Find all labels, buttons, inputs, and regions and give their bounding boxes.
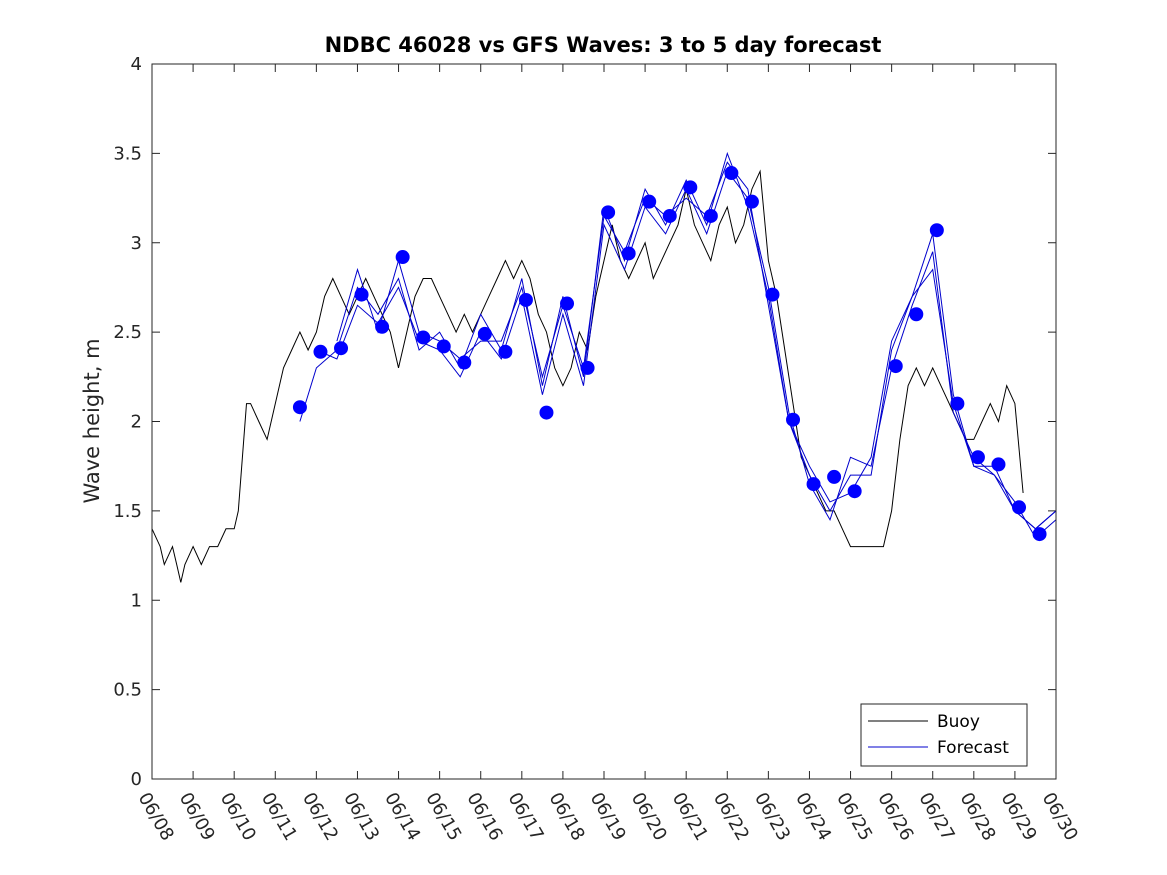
- y-tick-label: 0: [131, 769, 142, 790]
- y-tick-label: 2: [131, 412, 142, 433]
- x-tick-label: 06/28: [955, 789, 999, 844]
- plot-area: 00.511.522.533.5406/0806/0906/1006/1106/…: [113, 54, 1081, 844]
- forecast-marker: [498, 344, 513, 359]
- forecast-run-line: [336, 161, 1057, 530]
- y-tick-label: 0.5: [113, 680, 142, 701]
- forecast-marker: [786, 412, 801, 427]
- forecast-marker: [354, 287, 369, 302]
- forecast-marker: [518, 292, 533, 307]
- forecast-marker: [436, 339, 451, 354]
- x-tick-label: 06/08: [134, 789, 178, 844]
- x-tick-label: 06/20: [627, 789, 671, 844]
- forecast-marker: [765, 287, 780, 302]
- forecast-marker: [477, 326, 492, 341]
- x-tick-label: 06/19: [586, 789, 630, 844]
- x-tick-label: 06/16: [462, 789, 506, 844]
- y-tick-label: 3: [131, 233, 142, 254]
- legend-box: [860, 703, 1028, 767]
- legend-buoy-label: Buoy: [937, 712, 980, 732]
- legend: Buoy Forecast: [860, 703, 1028, 767]
- forecast-marker: [560, 296, 575, 311]
- forecast-run-line: [299, 151, 1057, 530]
- forecast-marker: [621, 246, 636, 261]
- x-tick-label: 06/13: [339, 789, 383, 844]
- forecast-marker: [806, 477, 821, 492]
- x-tick-label: 06/25: [832, 789, 876, 844]
- x-tick-label: 06/24: [791, 789, 835, 844]
- x-tick-label: 06/14: [380, 789, 424, 844]
- x-tick-label: 06/30: [1038, 789, 1082, 844]
- forecast-marker: [539, 405, 554, 420]
- forecast-marker: [580, 360, 595, 375]
- plot-frame: [151, 63, 1057, 780]
- x-tick-label: 06/29: [997, 789, 1041, 844]
- forecast-marker: [334, 341, 349, 356]
- x-tick-label: 06/18: [545, 789, 589, 844]
- x-tick-label: 06/26: [873, 789, 917, 844]
- forecast-marker: [601, 205, 616, 220]
- legend-forecast-label: Forecast: [937, 738, 1009, 758]
- forecast-marker: [683, 180, 698, 195]
- forecast-marker: [950, 396, 965, 411]
- x-tick-label: 06/21: [668, 789, 712, 844]
- forecast-marker: [662, 208, 677, 223]
- forecast-marker: [847, 484, 862, 499]
- y-tick-label: 3.5: [113, 143, 142, 164]
- forecast-marker: [416, 330, 431, 345]
- forecast-marker: [888, 359, 903, 374]
- x-tick-label: 06/12: [298, 789, 342, 844]
- forecast-marker: [1032, 527, 1047, 542]
- forecast-marker: [744, 194, 759, 209]
- x-tick-label: 06/10: [216, 789, 260, 844]
- forecast-marker: [1012, 500, 1027, 515]
- plot-background: [152, 64, 1056, 779]
- forecast-marker: [395, 250, 410, 265]
- x-tick-label: 06/23: [750, 789, 794, 844]
- x-tick-label: 06/17: [503, 789, 547, 844]
- y-tick-label: 2.5: [113, 322, 142, 343]
- y-tick-label: 4: [131, 54, 142, 75]
- forecast-marker: [703, 208, 718, 223]
- y-axis-label: Wave height, m: [80, 338, 104, 503]
- forecast-marker: [375, 319, 390, 334]
- forecast-marker: [991, 457, 1006, 472]
- forecast-marker: [724, 166, 739, 181]
- x-tick-label: 06/11: [257, 789, 301, 844]
- x-tick-label: 06/09: [175, 789, 219, 844]
- y-tick-label: 1.5: [113, 501, 142, 522]
- forecast-marker: [642, 194, 657, 209]
- forecast-marker: [929, 223, 944, 238]
- buoy-series-line: [151, 169, 1024, 583]
- forecast-marker: [909, 307, 924, 322]
- x-tick-label: 06/15: [421, 789, 465, 844]
- forecast-marker: [970, 450, 985, 465]
- forecast-marker: [313, 344, 328, 359]
- x-tick-label: 06/22: [709, 789, 753, 844]
- x-tick-label: 06/27: [914, 789, 958, 844]
- forecast-marker: [457, 355, 472, 370]
- y-tick-label: 1: [131, 590, 142, 611]
- forecast-marker: [827, 469, 842, 484]
- chart-title: NDBC 46028 vs GFS Waves: 3 to 5 day fore…: [325, 33, 882, 57]
- forecast-marker: [292, 400, 307, 415]
